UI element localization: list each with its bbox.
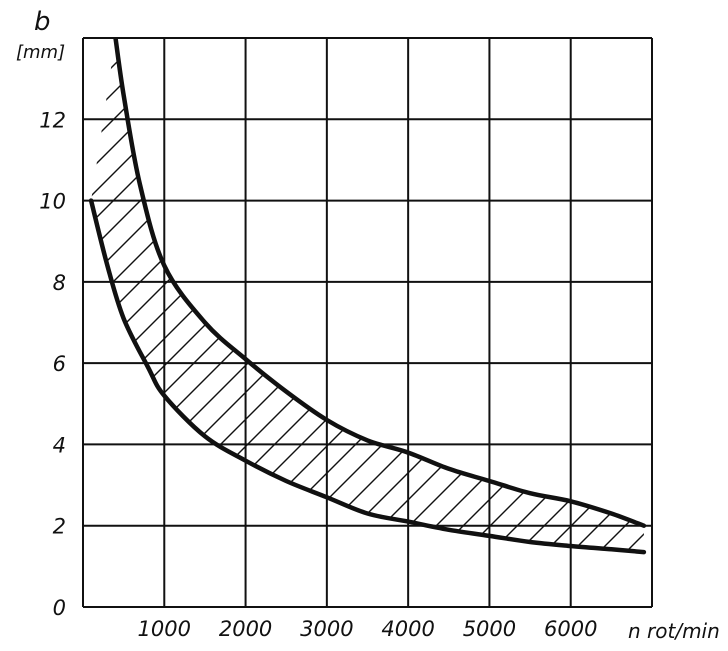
y-tick-label: 10 — [39, 190, 66, 214]
hatch-line — [91, 38, 547, 553]
y-tick-label: 8 — [53, 271, 66, 295]
x-axis-label: n rot/min — [628, 619, 720, 643]
y-tick-label: 6 — [53, 352, 66, 376]
hatch-line — [138, 38, 644, 553]
y-axis-unit: [mm] — [16, 42, 65, 63]
x-tick-label: 2000 — [219, 617, 272, 641]
hatch-line — [327, 38, 644, 553]
hatch-line — [408, 38, 644, 553]
x-tick-labels: 1000 2000 3000 4000 5000 6000 — [138, 617, 598, 641]
hatch-line — [354, 38, 644, 553]
y-axis-label: b — [34, 7, 51, 37]
x-tick-label: 3000 — [300, 617, 353, 641]
hatch-line — [624, 38, 644, 553]
hatch-line — [0, 0, 87, 607]
x-tick-label: 6000 — [544, 617, 597, 641]
hatch-line — [91, 38, 520, 553]
hatch-line — [91, 38, 628, 553]
x-tick-label: 1000 — [138, 617, 191, 641]
hatch-line — [91, 38, 223, 553]
hatch-line — [91, 38, 574, 553]
hatch-line — [91, 38, 644, 553]
y-tick-label: 0 — [53, 596, 66, 620]
curves — [88, 38, 647, 555]
grid — [82, 37, 653, 608]
hatch-line — [435, 38, 644, 553]
upper-curve — [113, 38, 647, 528]
hatch-line — [652, 0, 728, 607]
hatch-line — [91, 38, 644, 553]
hatch-line — [192, 38, 644, 553]
lower-curve — [88, 198, 647, 555]
hatch-line — [570, 38, 644, 553]
hatch-line — [0, 0, 60, 607]
hatch-line — [91, 38, 644, 553]
hatch-line — [91, 38, 466, 553]
y-tick-labels: 0 2 4 6 8 10 12 — [39, 108, 66, 620]
y-tick-label: 2 — [53, 515, 66, 539]
hatch-line — [246, 38, 644, 553]
y-tick-label: 4 — [53, 433, 66, 457]
hatch-line — [91, 38, 304, 553]
y-tick-label: 12 — [39, 108, 66, 132]
x-tick-label: 5000 — [463, 617, 516, 641]
hatch-line — [91, 38, 601, 553]
hatch-line — [0, 0, 33, 607]
x-tick-label: 4000 — [381, 617, 434, 641]
hatch-line — [91, 38, 277, 553]
hatch-line — [300, 38, 644, 553]
hatch-line — [91, 38, 196, 553]
hatch-line — [462, 38, 644, 553]
hatch-line — [679, 0, 728, 607]
hatch-line — [381, 38, 644, 553]
hatch-line — [706, 0, 728, 607]
